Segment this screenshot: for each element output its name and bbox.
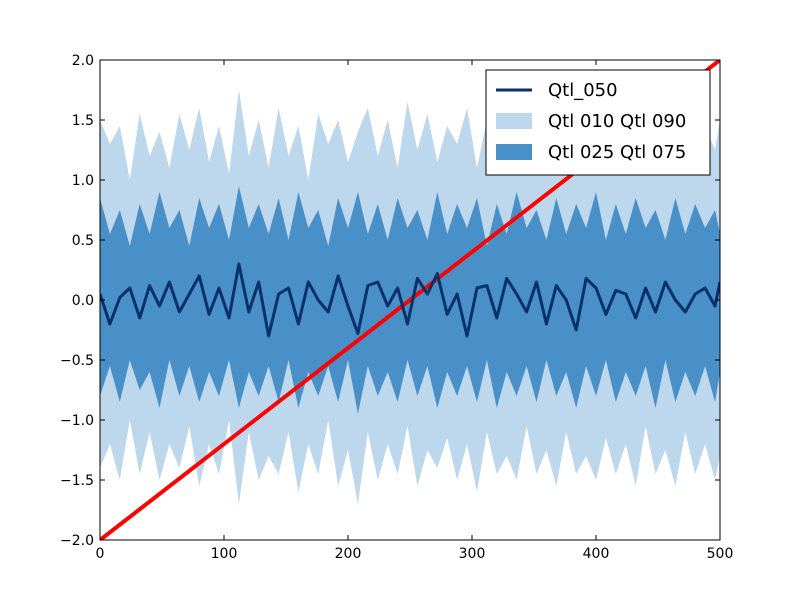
plot-area [100,60,720,540]
legend-label-qtl-010-qtl-090: Qtl 010 Qtl 090 [548,111,686,132]
legend-swatch-qtl-010-qtl-090 [496,113,532,129]
legend-label-qtl-025-qtl-075: Qtl 025 Qtl 075 [548,142,686,163]
legend-swatch-qtl-025-qtl-075 [496,144,532,160]
x-tick-label: 500 [707,546,734,562]
y-tick-label: 1.0 [72,173,94,189]
x-tick-label: 300 [459,546,486,562]
legend-label-qtl-050: Qtl_050 [548,80,618,101]
y-tick-label: −0.5 [60,353,94,369]
y-tick-label: −1.0 [60,413,94,429]
y-tick-label: −1.5 [60,473,94,489]
y-tick-label: −2.0 [60,533,94,549]
y-tick-label: 0.5 [72,233,94,249]
y-tick-label: 2.0 [72,53,94,69]
line-qtl-050 [100,262,720,338]
axes: 0 100 200 300 400 500 −2.0 −1.5 −1.0 −0.5 0.0 0.5 1.… [60,53,733,562]
y-tick-label: 0.0 [72,293,94,309]
legend: Qtl_050 Qtl 010 Qtl 090 Qtl 025 Qtl 075 [485,69,711,176]
x-tick-label: 100 [211,546,238,562]
x-tick-label: 0 [96,546,105,562]
x-tick-label: 400 [583,546,610,562]
y-tick-label: 1.5 [72,113,94,129]
x-tick-label: 200 [335,546,362,562]
